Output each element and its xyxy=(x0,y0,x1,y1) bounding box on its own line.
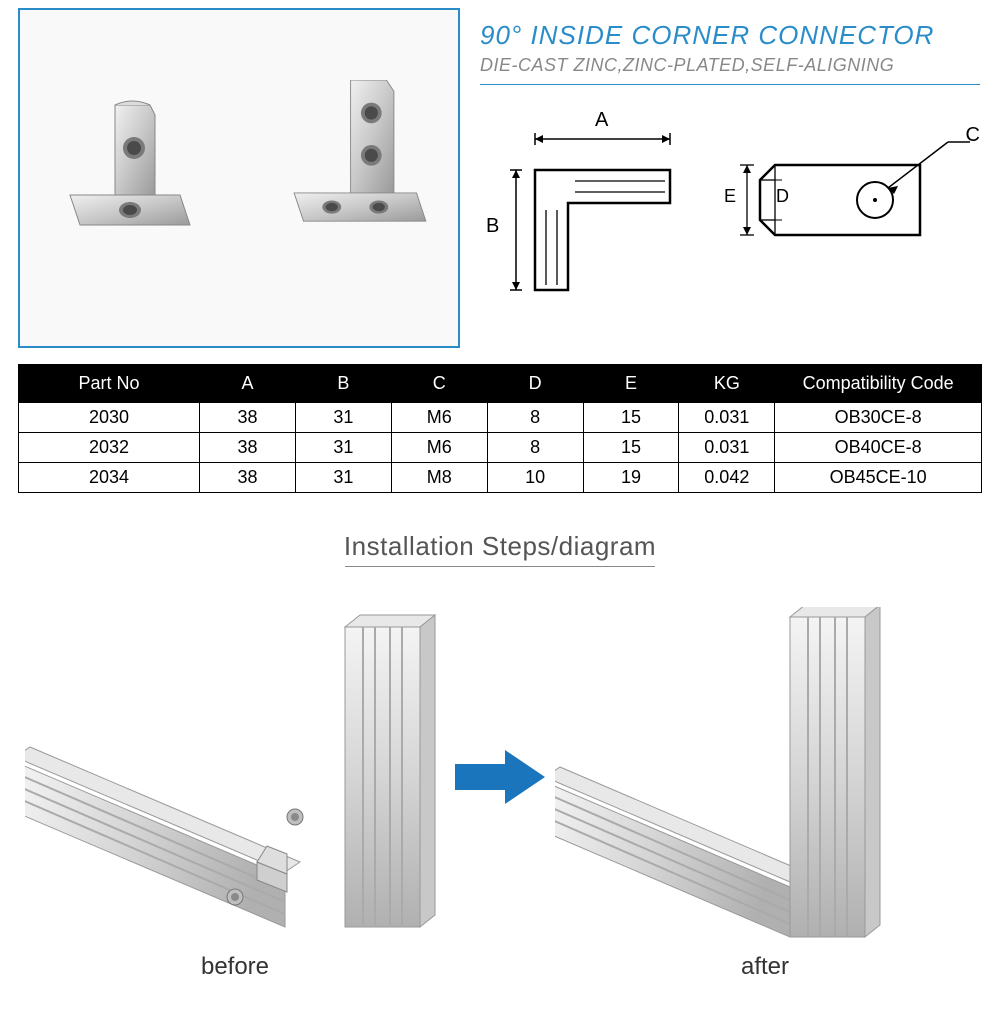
th-kg: KG xyxy=(679,365,775,403)
info-section: 90° INSIDE CORNER CONNECTOR DIE-CAST ZIN… xyxy=(460,0,1000,340)
product-photo xyxy=(18,8,460,348)
arrow-icon xyxy=(445,742,555,812)
th-compat: Compatibility Code xyxy=(775,365,982,403)
table-cell: 0.031 xyxy=(679,403,775,433)
product-title: 90° INSIDE CORNER CONNECTOR xyxy=(480,20,980,51)
table-cell: 8 xyxy=(487,403,583,433)
th-a: A xyxy=(200,365,296,403)
table-cell: 38 xyxy=(200,403,296,433)
table-cell: 38 xyxy=(200,433,296,463)
before-label: before xyxy=(201,953,269,981)
table-cell: 2032 xyxy=(19,433,200,463)
table-cell: 8 xyxy=(487,433,583,463)
table-header-row: Part No A B C D E KG Compatibility Code xyxy=(19,365,982,403)
th-c: C xyxy=(391,365,487,403)
table-cell: OB45CE-10 xyxy=(775,463,982,493)
table-row: 20303831M68150.031OB30CE-8 xyxy=(19,403,982,433)
table-cell: 2030 xyxy=(19,403,200,433)
table-cell: OB40CE-8 xyxy=(775,433,982,463)
th-partno: Part No xyxy=(19,365,200,403)
table-cell: 0.031 xyxy=(679,433,775,463)
table-cell: 0.042 xyxy=(679,463,775,493)
top-section: 90° INSIDE CORNER CONNECTOR DIE-CAST ZIN… xyxy=(0,0,1000,340)
table-cell: 15 xyxy=(583,433,679,463)
title-divider xyxy=(480,84,980,85)
after-label: after xyxy=(741,953,789,981)
table-row: 20343831M810190.042OB45CE-10 xyxy=(19,463,982,493)
diagram-side: A B xyxy=(480,115,690,315)
table-cell: OB30CE-8 xyxy=(775,403,982,433)
diagram-end: C D E xyxy=(720,130,980,300)
table-cell: M8 xyxy=(391,463,487,493)
label-e: E xyxy=(724,186,736,207)
install-title: Installation Steps/diagram xyxy=(0,531,1000,562)
tech-diagrams: A B xyxy=(480,115,980,315)
table-cell: 10 xyxy=(487,463,583,493)
label-b: B xyxy=(486,215,499,238)
table-row: 20323831M68150.031OB40CE-8 xyxy=(19,433,982,463)
table-cell: 31 xyxy=(295,433,391,463)
table-cell: 15 xyxy=(583,403,679,433)
spec-table: Part No A B C D E KG Compatibility Code … xyxy=(18,364,982,493)
bracket-left-icon xyxy=(60,100,220,260)
table-cell: 31 xyxy=(295,463,391,493)
th-b: B xyxy=(295,365,391,403)
product-subtitle: DIE-CAST ZINC,ZINC-PLATED,SELF-ALIGNING xyxy=(480,55,980,76)
table-cell: 38 xyxy=(200,463,296,493)
install-before: before xyxy=(25,607,445,947)
install-after: after xyxy=(555,607,975,947)
table-cell: M6 xyxy=(391,433,487,463)
th-e: E xyxy=(583,365,679,403)
install-divider xyxy=(345,566,655,567)
table-cell: 2034 xyxy=(19,463,200,493)
label-a: A xyxy=(595,109,608,132)
bracket-right-icon xyxy=(280,80,440,240)
table-cell: 31 xyxy=(295,403,391,433)
th-d: D xyxy=(487,365,583,403)
label-c: C xyxy=(966,124,980,147)
install-row: before xyxy=(0,587,1000,967)
table-cell: M6 xyxy=(391,403,487,433)
label-d: D xyxy=(776,186,789,207)
table-cell: 19 xyxy=(583,463,679,493)
